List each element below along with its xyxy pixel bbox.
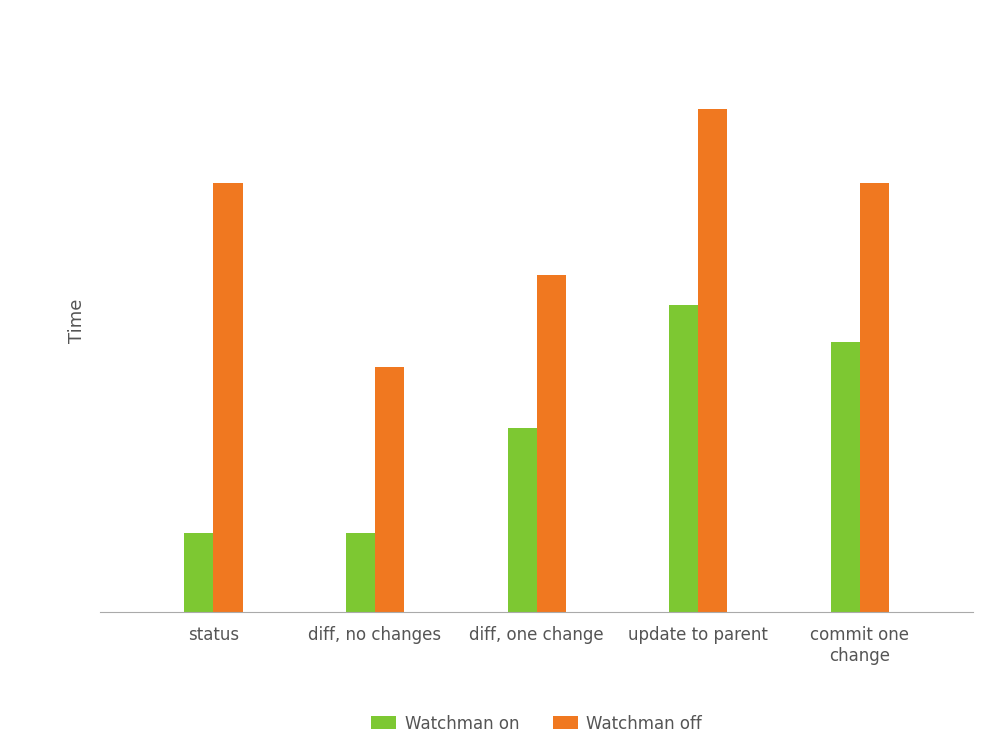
Legend: Watchman on, Watchman off: Watchman on, Watchman off xyxy=(365,708,707,729)
Bar xyxy=(346,533,375,612)
Bar xyxy=(213,183,242,612)
Y-axis label: Time: Time xyxy=(68,299,86,343)
Bar xyxy=(184,533,213,612)
Bar xyxy=(668,305,697,612)
Bar xyxy=(830,342,859,612)
Bar xyxy=(859,183,888,612)
Bar xyxy=(536,275,565,612)
Bar xyxy=(375,367,404,612)
Bar xyxy=(507,428,536,612)
Bar xyxy=(697,109,726,612)
